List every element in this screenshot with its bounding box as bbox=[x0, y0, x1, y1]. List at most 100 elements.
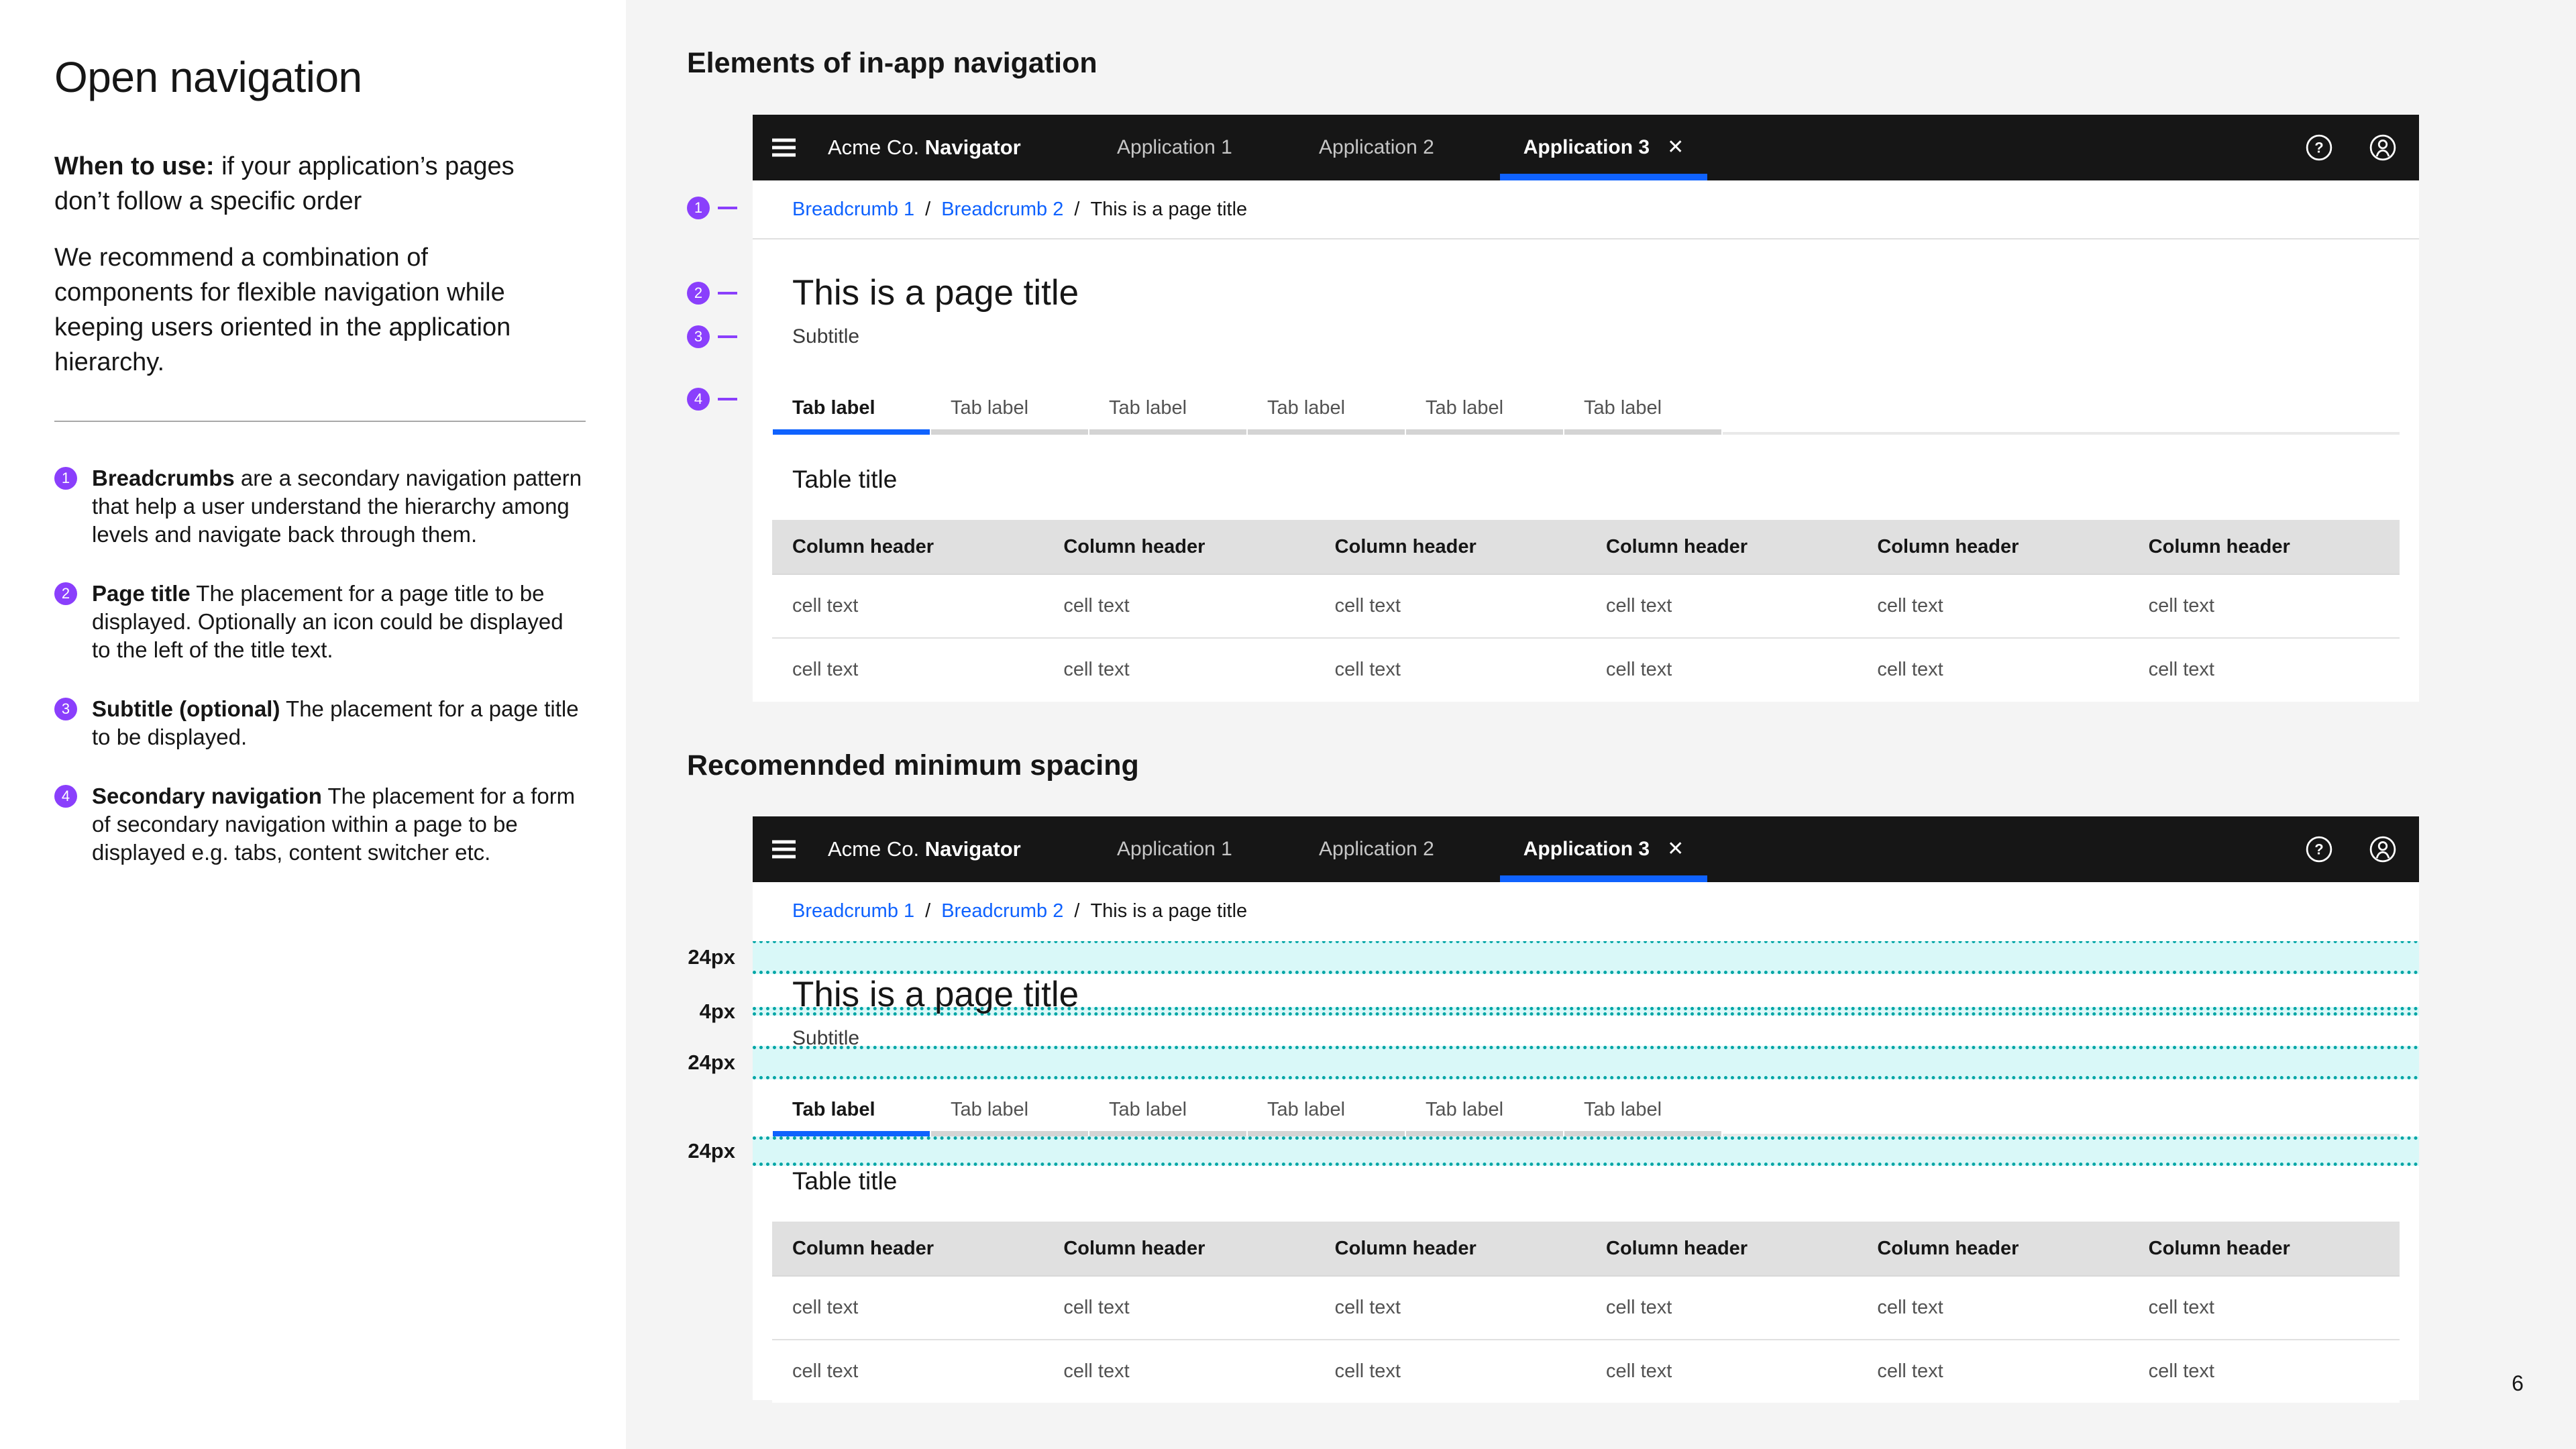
user-icon[interactable] bbox=[2368, 835, 2398, 864]
column-header: Column header bbox=[1606, 1237, 1748, 1259]
app-header-bar: Acme Co. Navigator Application 1 Applica… bbox=[753, 115, 2419, 180]
table-row: cell text cell text cell text cell text … bbox=[772, 1339, 2400, 1403]
tab-label: Tab label bbox=[1267, 1099, 1346, 1120]
mock-subtitle: Subtitle bbox=[792, 1027, 860, 1049]
callout-badge: 1 bbox=[687, 197, 710, 219]
number-badge: 1 bbox=[54, 467, 77, 490]
spacing-highlight bbox=[753, 1007, 2419, 1016]
spacing-label: 24px bbox=[688, 1051, 735, 1074]
table-cell: cell text bbox=[1606, 1360, 1672, 1382]
table-cell: cell text bbox=[1877, 1297, 1943, 1318]
tab[interactable]: Tab label bbox=[1248, 1083, 1405, 1136]
data-table: Column header Column header Column heade… bbox=[772, 520, 2400, 701]
menu-icon[interactable] bbox=[772, 840, 796, 859]
brand: Acme Co. Navigator bbox=[828, 136, 1021, 159]
tab[interactable]: Tab label bbox=[1248, 381, 1405, 435]
callout-dash bbox=[718, 292, 737, 294]
column-header: Column header bbox=[1334, 535, 1477, 557]
table-cell: cell text bbox=[2148, 1297, 2214, 1318]
tab-selected[interactable]: Tab label bbox=[773, 381, 930, 435]
column-header: Column header bbox=[1063, 1237, 1205, 1259]
nav-item-application-2[interactable]: Application 2 bbox=[1319, 136, 1434, 158]
table-header-row: Column header Column header Column heade… bbox=[772, 1222, 2400, 1277]
divider bbox=[54, 421, 586, 422]
legend-list: 1 Breadcrumbs are a secondary navigation… bbox=[54, 464, 591, 867]
callout-2: 2 bbox=[687, 282, 737, 305]
breadcrumb-separator: / bbox=[1074, 900, 1080, 922]
breadcrumb: Breadcrumb 1 / Breadcrumb 2 / This is a … bbox=[753, 180, 2419, 239]
tab-label: Tab label bbox=[1584, 1099, 1662, 1120]
svg-text:?: ? bbox=[2314, 140, 2323, 156]
spacing-label: 24px bbox=[688, 945, 735, 969]
callout-dash bbox=[718, 207, 737, 209]
tab[interactable]: Tab label bbox=[931, 381, 1088, 435]
nav-item-application-1[interactable]: Application 1 bbox=[1117, 838, 1232, 860]
column-header: Column header bbox=[1334, 1237, 1477, 1259]
tab-label: Tab label bbox=[951, 397, 1029, 419]
tab[interactable]: Tab label bbox=[1406, 381, 1563, 435]
help-icon[interactable]: ? bbox=[2304, 133, 2334, 162]
table-cell: cell text bbox=[792, 595, 859, 616]
recommendation-paragraph: We recommend a combination of components… bbox=[54, 244, 511, 376]
table-header-row: Column header Column header Column heade… bbox=[772, 520, 2400, 575]
number-badge: 2 bbox=[54, 582, 77, 605]
mock-page-title: This is a page title bbox=[792, 975, 1079, 1014]
nav-item-application-3-active[interactable]: Application 3 ✕ bbox=[1523, 136, 1684, 158]
user-icon[interactable] bbox=[2368, 133, 2398, 162]
spacing-highlight bbox=[753, 1136, 2419, 1166]
breadcrumb-link[interactable]: Breadcrumb 2 bbox=[941, 198, 1064, 220]
tab-bar: Tab label Tab label Tab label Tab label … bbox=[773, 381, 2400, 435]
tab-label: Tab label bbox=[1109, 1099, 1187, 1120]
tab[interactable]: Tab label bbox=[1564, 381, 1721, 435]
table-cell: cell text bbox=[1877, 659, 1943, 680]
list-item-text: Subtitle (optional) The placement for a … bbox=[92, 696, 579, 749]
table-row: cell text cell text cell text cell text … bbox=[772, 1277, 2400, 1339]
callout-dash bbox=[718, 335, 737, 338]
table-cell: cell text bbox=[1606, 1297, 1672, 1318]
spacing-highlight bbox=[753, 1046, 2419, 1079]
list-item: 3 Subtitle (optional) The placement for … bbox=[54, 695, 591, 751]
nav-item-application-3-active[interactable]: Application 3 ✕ bbox=[1523, 838, 1684, 860]
breadcrumb-link[interactable]: Breadcrumb 2 bbox=[941, 900, 1064, 922]
table-cell: cell text bbox=[1877, 595, 1943, 616]
column-header: Column header bbox=[1063, 535, 1205, 557]
table-cell: cell text bbox=[1334, 659, 1401, 680]
nav-item-application-2[interactable]: Application 2 bbox=[1319, 838, 1434, 860]
tab[interactable]: Tab label bbox=[1564, 1083, 1721, 1136]
tab-label: Tab label bbox=[1426, 1099, 1504, 1120]
callout-4: 4 bbox=[687, 388, 737, 411]
table-row: cell text cell text cell text cell text … bbox=[772, 575, 2400, 637]
close-icon[interactable]: ✕ bbox=[1667, 838, 1684, 860]
callout-3: 3 bbox=[687, 325, 737, 348]
spacing-label: 4px bbox=[699, 1000, 735, 1023]
section-heading-spacing: Recomennded minimum spacing bbox=[687, 749, 1139, 782]
tab[interactable]: Tab label bbox=[1089, 1083, 1246, 1136]
nav-item-application-1[interactable]: Application 1 bbox=[1117, 136, 1232, 158]
tab-label: Tab label bbox=[951, 1099, 1029, 1120]
breadcrumb-link[interactable]: Breadcrumb 1 bbox=[792, 198, 915, 220]
close-icon[interactable]: ✕ bbox=[1667, 136, 1684, 158]
list-item: 1 Breadcrumbs are a secondary navigation… bbox=[54, 464, 591, 549]
when-to-use-label: When to use: bbox=[54, 152, 215, 180]
breadcrumb-link[interactable]: Breadcrumb 1 bbox=[792, 900, 915, 922]
breadcrumb: Breadcrumb 1 / Breadcrumb 2 / This is a … bbox=[753, 882, 2419, 941]
tab-label: Tab label bbox=[1426, 397, 1504, 419]
tab[interactable]: Tab label bbox=[1406, 1083, 1563, 1136]
tab-selected[interactable]: Tab label bbox=[773, 1083, 930, 1136]
table-cell: cell text bbox=[2148, 595, 2214, 616]
app-mockup-elements: 1 2 3 4 Acme Co. Navigator A bbox=[687, 115, 2419, 702]
table-cell: cell text bbox=[2148, 659, 2214, 680]
help-icon[interactable]: ? bbox=[2304, 835, 2334, 864]
tab-label: Tab label bbox=[792, 397, 875, 419]
tab[interactable]: Tab label bbox=[931, 1083, 1088, 1136]
breadcrumb-current: This is a page title bbox=[1090, 900, 1248, 922]
tab[interactable]: Tab label bbox=[1089, 381, 1246, 435]
callout-badge: 3 bbox=[687, 325, 710, 348]
data-table: Column header Column header Column heade… bbox=[772, 1222, 2400, 1403]
table-cell: cell text bbox=[1063, 1360, 1130, 1382]
menu-icon[interactable] bbox=[772, 138, 796, 157]
table-cell: cell text bbox=[792, 1360, 859, 1382]
active-nav-underline bbox=[1500, 174, 1707, 180]
active-nav-underline bbox=[1500, 875, 1707, 882]
breadcrumb-separator: / bbox=[925, 198, 931, 220]
